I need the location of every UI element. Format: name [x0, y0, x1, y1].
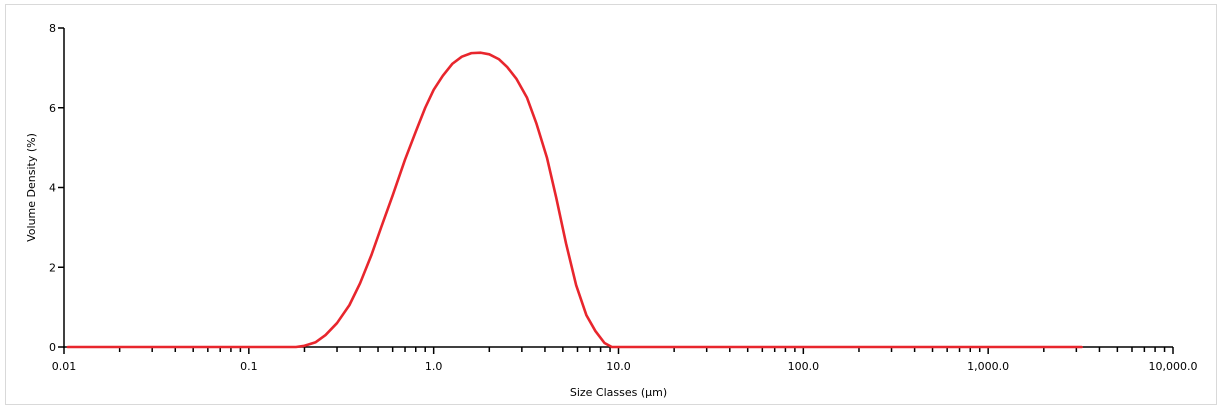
x-tick-label: 0.01 — [52, 360, 77, 373]
y-tick-label: 6 — [49, 102, 56, 115]
y-tick-label: 0 — [49, 341, 56, 354]
y-tick-label: 4 — [49, 182, 56, 195]
chart-frame — [5, 4, 1217, 405]
x-tick-label: 1.0 — [425, 360, 443, 373]
x-tick-label: 10.0 — [606, 360, 631, 373]
x-tick-label: 100.0 — [788, 360, 820, 373]
y-axis-title: Volume Density (%) — [25, 133, 38, 242]
x-tick-label: 0.1 — [240, 360, 258, 373]
x-axis-ticks: 0.01 0.1 1.0 10.0 100.0 1,000.0 10,000.0 — [52, 347, 1198, 373]
series-group — [66, 51, 1083, 349]
y-tick-label: 8 — [49, 22, 56, 35]
x-tick-label: 10,000.0 — [1149, 360, 1198, 373]
x-axis-title: Size Classes (μm) — [570, 386, 667, 399]
y-axis-ticks: 0 2 4 6 8 — [49, 22, 64, 354]
x-tick-label: 1,000.0 — [967, 360, 1009, 373]
y-tick-label: 2 — [49, 261, 56, 274]
series-line — [66, 51, 1083, 349]
axes — [63, 28, 1173, 348]
